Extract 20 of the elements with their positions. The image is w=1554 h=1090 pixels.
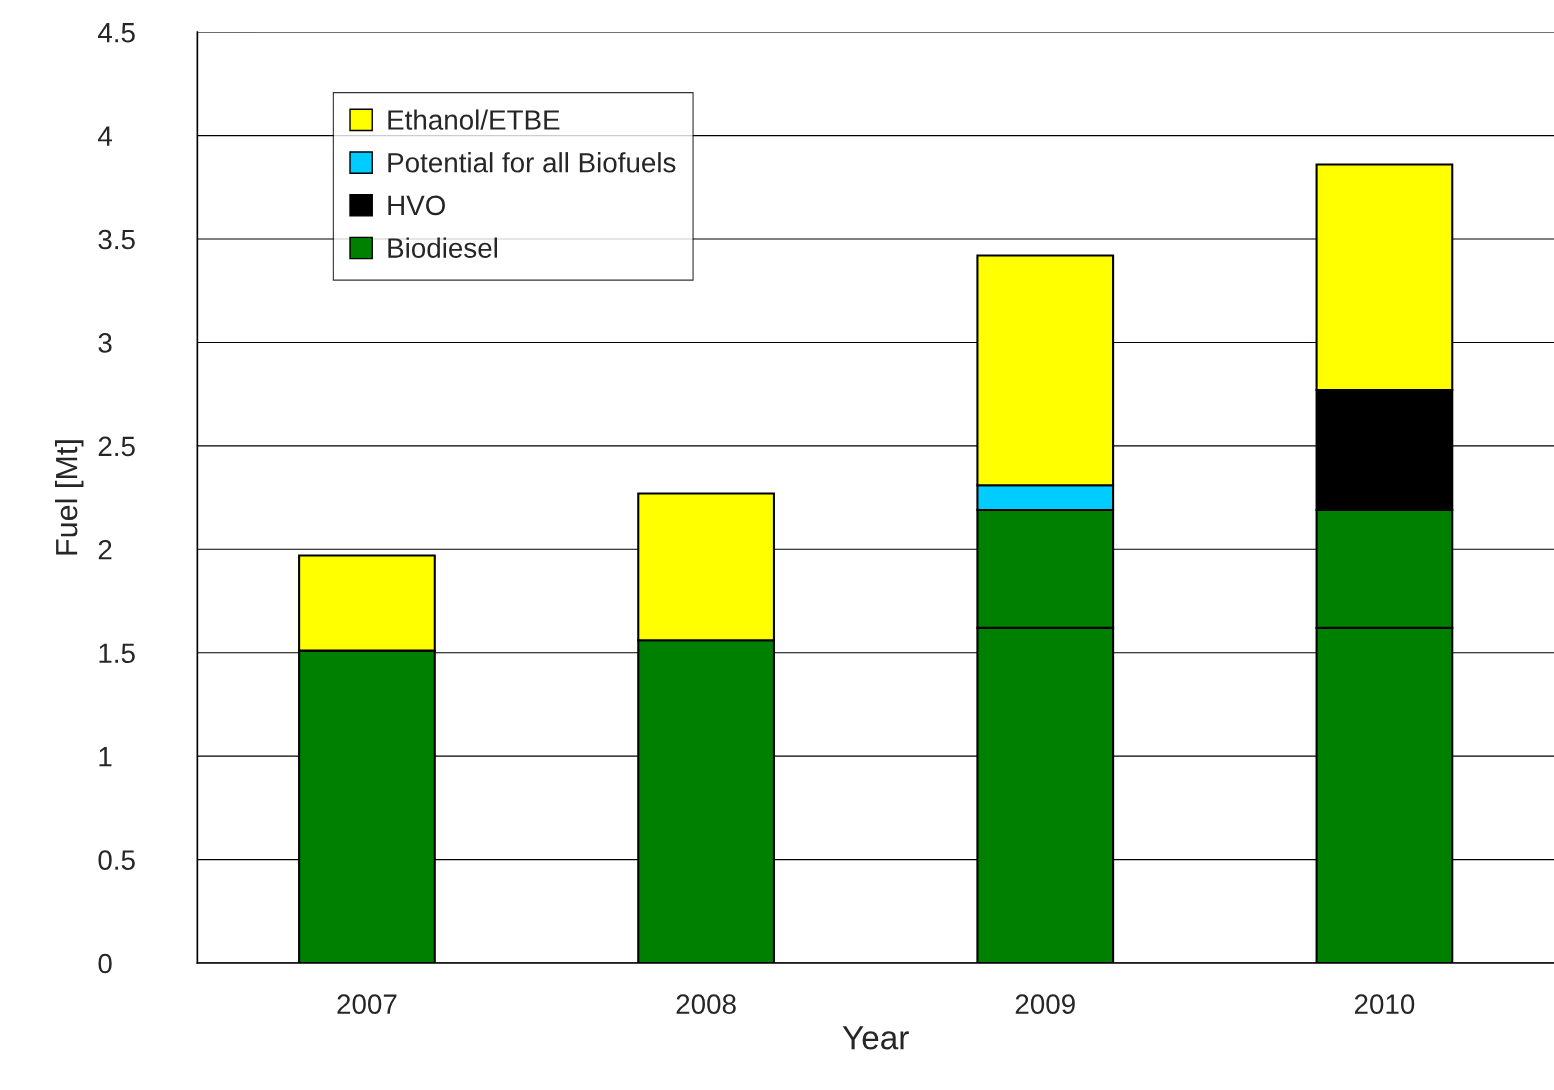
legend-label: Ethanol/ETBE bbox=[388, 109, 560, 130]
legend-label: HVO bbox=[388, 195, 445, 216]
x-tick-label: 2010 bbox=[1354, 994, 1415, 1014]
x-tick-label: 2007 bbox=[337, 994, 397, 1014]
y-tick-label: 0.5 bbox=[98, 850, 135, 870]
y-tick-label: 0 bbox=[98, 953, 112, 974]
x-axis-title: Year bbox=[842, 1026, 909, 1050]
y-tick-label: 1 bbox=[99, 747, 112, 767]
y-tick-label: 4.5 bbox=[98, 23, 135, 43]
y-tick-label: 3.5 bbox=[98, 229, 135, 250]
x-tick-label: 2009 bbox=[1015, 994, 1075, 1014]
legend-label: Potential for all Biofuels bbox=[388, 152, 676, 173]
y-tick-label: 1.5 bbox=[99, 643, 135, 664]
legend-label: Biodiesel bbox=[388, 237, 497, 258]
y-tick-label: 2 bbox=[98, 539, 112, 560]
y-tick-label: 4 bbox=[98, 126, 112, 146]
x-tick-label: 2008 bbox=[676, 994, 736, 1014]
y-tick-label: 2.5 bbox=[98, 436, 135, 457]
y-axis-title: Fuel [Mt] bbox=[54, 440, 84, 555]
y-tick-label: 3 bbox=[98, 333, 112, 353]
